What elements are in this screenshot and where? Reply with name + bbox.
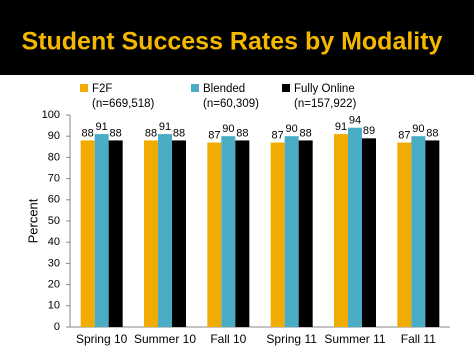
x-tick-label: Fall 10 xyxy=(210,332,246,346)
y-tick-label: 70 xyxy=(48,173,60,185)
data-label: 88 xyxy=(426,127,438,139)
y-tick-label: 50 xyxy=(48,215,60,227)
legend-label: F2F xyxy=(92,83,112,95)
y-tick-label: 30 xyxy=(48,257,60,269)
data-label: 88 xyxy=(300,127,312,139)
legend-swatch xyxy=(282,84,290,92)
header-band xyxy=(0,0,474,75)
bar xyxy=(144,140,158,327)
y-tick-label: 20 xyxy=(48,279,60,291)
data-label: 88 xyxy=(236,127,248,139)
y-tick-label: 60 xyxy=(48,194,60,206)
bar xyxy=(348,127,362,327)
data-label: 91 xyxy=(159,121,171,133)
data-label: 90 xyxy=(412,123,424,135)
bar xyxy=(284,136,299,327)
y-tick-label: 0 xyxy=(54,321,60,333)
y-tick-label: 90 xyxy=(48,130,60,142)
data-label: 89 xyxy=(363,125,375,137)
data-label: 87 xyxy=(208,129,220,141)
bar xyxy=(172,140,186,327)
bar xyxy=(221,136,236,327)
bar xyxy=(411,136,426,327)
bar xyxy=(158,134,172,327)
data-label: 88 xyxy=(82,127,94,139)
bar xyxy=(362,138,376,327)
data-label: 94 xyxy=(349,115,361,127)
x-tick-label: Spring 10 xyxy=(76,332,128,346)
bar xyxy=(397,142,412,327)
bar xyxy=(108,140,123,327)
bar xyxy=(334,134,348,327)
y-axis-label: Percent xyxy=(25,198,40,243)
data-label: 88 xyxy=(145,127,157,139)
bar xyxy=(94,134,109,327)
legend-swatch xyxy=(191,84,199,92)
y-tick-label: 10 xyxy=(48,300,60,312)
y-tick-label: 40 xyxy=(48,236,60,248)
data-label: 90 xyxy=(286,123,298,135)
legend-label: Fully Online xyxy=(294,83,355,95)
data-label: 90 xyxy=(222,123,234,135)
data-label: 91 xyxy=(335,121,347,133)
x-tick-label: Fall 11 xyxy=(401,332,436,346)
bar xyxy=(207,142,222,327)
data-label: 88 xyxy=(110,127,122,139)
x-tick-label: Summer 10 xyxy=(134,332,196,346)
y-tick-label: 80 xyxy=(48,151,60,163)
x-tick-label: Spring 11 xyxy=(266,332,317,346)
legend-note: (n=60,309) xyxy=(203,98,259,110)
legend-note: (n=669,518) xyxy=(92,98,155,110)
chart-title: Student Success Rates by Modality xyxy=(22,28,443,56)
data-label: 87 xyxy=(272,129,284,141)
data-label: 87 xyxy=(398,129,410,141)
data-label: 88 xyxy=(173,127,185,139)
bar xyxy=(235,140,250,327)
legend-swatch xyxy=(80,84,88,92)
data-label: 91 xyxy=(96,121,108,133)
x-tick-label: Summer 11 xyxy=(324,332,385,346)
bar xyxy=(425,140,440,327)
bar xyxy=(80,140,95,327)
bar xyxy=(270,142,285,327)
y-tick-label: 100 xyxy=(42,109,60,121)
legend-note: (n=157,922) xyxy=(294,98,357,110)
bar xyxy=(298,140,313,327)
legend-label: Blended xyxy=(203,83,245,95)
